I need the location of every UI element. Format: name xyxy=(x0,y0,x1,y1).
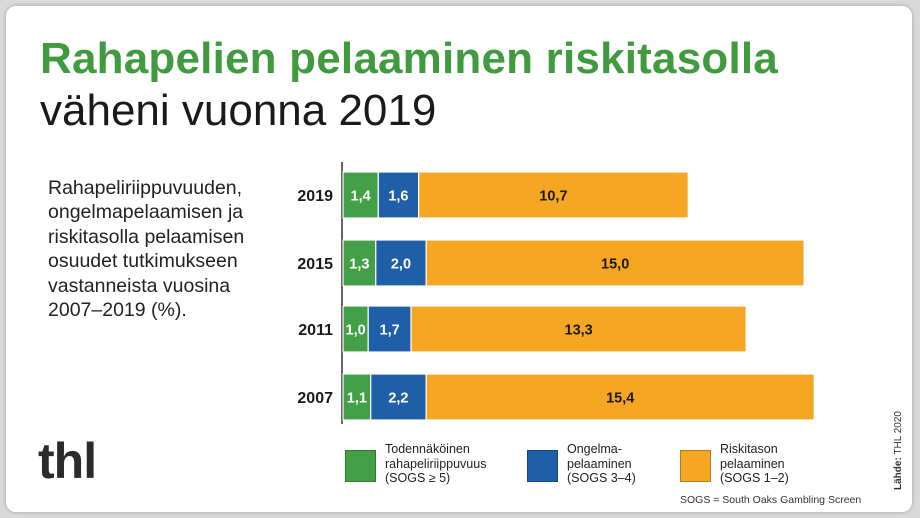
bar-2011-series-3 xyxy=(410,305,747,353)
bar-value-2019-series-2: 1,6 xyxy=(388,189,408,205)
source-note: Lähde: THL 2020 xyxy=(893,411,904,490)
source-label: Lähde: xyxy=(893,457,904,490)
legend-label-2: Ongelma- pelaaminen (SOGS 3–4) xyxy=(567,442,636,485)
legend-label-1: Todennäköinen rahapeliriippuvuus (SOGS ≥… xyxy=(385,442,487,485)
bar-value-2019-series-3: 10,7 xyxy=(539,189,567,205)
bar-value-2007-series-2: 2,2 xyxy=(388,391,408,407)
bar-2019-series-2 xyxy=(377,171,420,219)
year-label-2019: 2019 xyxy=(297,188,333,205)
bar-2015-series-1 xyxy=(342,239,377,287)
bar-value-2015-series-3: 15,0 xyxy=(601,257,629,273)
chart-description: Rahapeliriippuvuuden, ongelmapelaamisen … xyxy=(48,177,245,322)
year-label-2011: 2011 xyxy=(298,322,333,339)
legend-label-3: Riskitason pelaaminen (SOGS 1–2) xyxy=(720,442,789,485)
title-line-2: väheni vuonna 2019 xyxy=(40,86,437,135)
bar-value-2007-series-1: 1,1 xyxy=(347,391,367,407)
bar-value-2015-series-1: 1,3 xyxy=(349,257,369,273)
title-line-1: Rahapelien pelaaminen riskitasolla xyxy=(40,34,778,83)
bar-value-2015-series-2: 2,0 xyxy=(391,257,411,273)
bar-2015-series-3 xyxy=(425,239,805,287)
bar-2011-series-2 xyxy=(367,305,412,353)
year-label-2015: 2015 xyxy=(297,256,333,273)
bar-2007-series-2 xyxy=(370,373,427,421)
source-value: THL 2020 xyxy=(893,411,904,455)
bar-value-2011-series-1: 1,0 xyxy=(346,323,366,339)
year-label-2007: 2007 xyxy=(297,390,333,407)
bar-value-2019-series-1: 1,4 xyxy=(351,189,371,205)
footnote: SOGS = South Oaks Gambling Screen xyxy=(680,494,862,506)
thl-logo: thl xyxy=(38,433,97,489)
bar-2011-series-1 xyxy=(342,305,369,353)
legend-swatch-2 xyxy=(527,450,558,482)
legend-swatch-1 xyxy=(345,450,376,482)
bar-2007-series-1 xyxy=(342,373,372,421)
bar-value-2011-series-3: 13,3 xyxy=(565,323,593,339)
bar-value-2011-series-2: 1,7 xyxy=(380,323,400,339)
bar-2007-series-3 xyxy=(425,373,815,421)
legend-swatch-3 xyxy=(680,450,711,482)
bar-value-2007-series-3: 15,4 xyxy=(606,391,634,407)
bar-2019-series-3 xyxy=(418,171,689,219)
